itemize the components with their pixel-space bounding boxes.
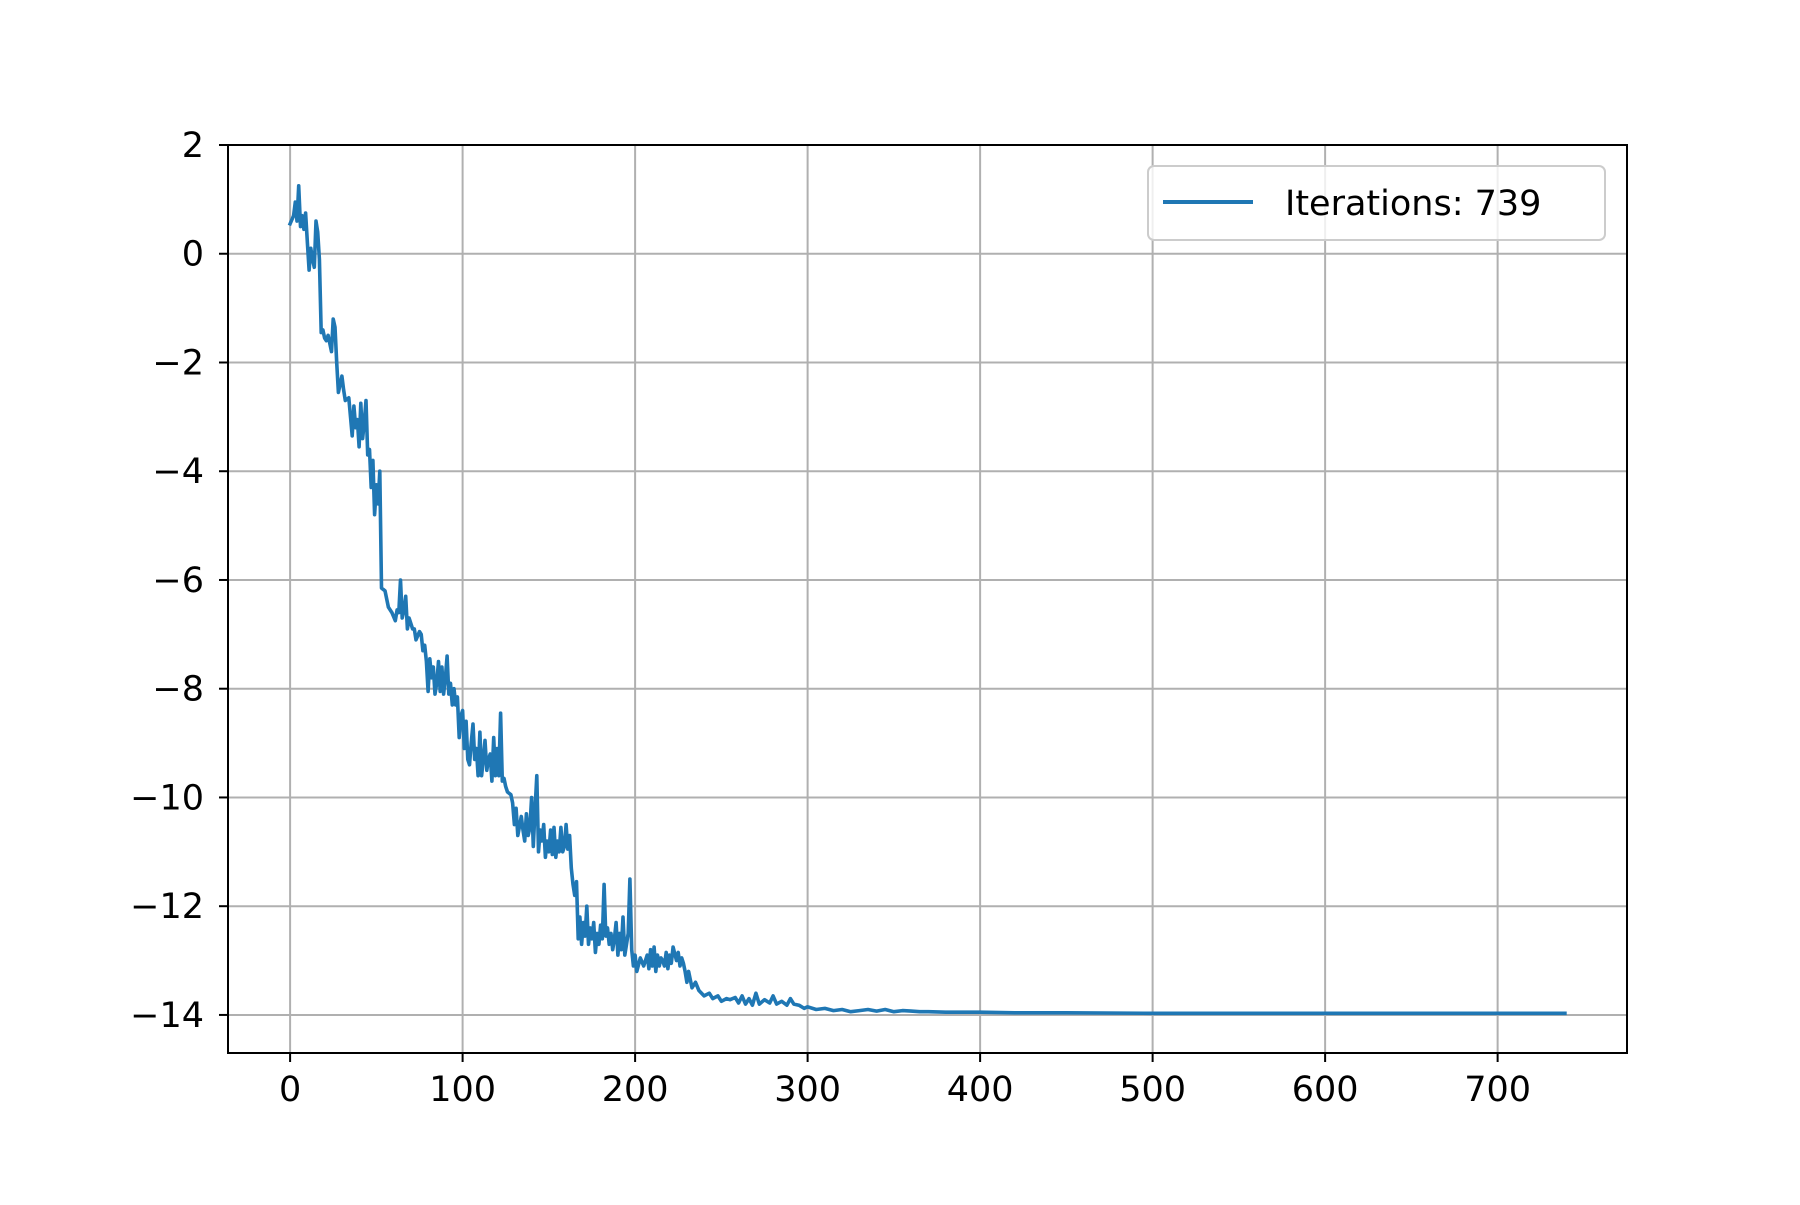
y-tick-label: −8 — [152, 670, 204, 710]
y-tick-label: −4 — [152, 452, 204, 492]
x-tick-label: 700 — [1464, 1070, 1531, 1110]
x-tick-label: 500 — [1119, 1070, 1186, 1110]
x-tick-label: 200 — [602, 1070, 669, 1110]
y-tick-label: −2 — [152, 343, 204, 383]
grid-lines — [228, 144, 1627, 1053]
y-tick-label: −6 — [152, 561, 204, 601]
x-tick-label: 400 — [947, 1070, 1014, 1110]
plot-frame — [227, 144, 1628, 1054]
y-tick-label: −14 — [130, 996, 204, 1036]
series-layer — [287, 184, 1567, 1016]
legend-box — [1147, 165, 1606, 241]
x-tick-label: 0 — [279, 1070, 301, 1110]
x-tick-label: 600 — [1292, 1070, 1359, 1110]
x-tick-label: 100 — [429, 1070, 496, 1110]
legend: Iterations: 739 — [1147, 165, 1606, 241]
legend-label: Iterations: 739 — [1285, 184, 1541, 224]
x-tick-label: 300 — [774, 1070, 841, 1110]
y-tick-label: 2 — [182, 126, 204, 166]
y-tick-label: −10 — [130, 778, 204, 818]
series-line-0 — [287, 184, 1567, 1016]
y-tick-label: 0 — [182, 235, 204, 275]
axes: 0 100 200 300 400 500 600 700 2 0 −2 −4 −6 −8 −10 −12 −1… — [130, 126, 1628, 1110]
y-tick-label: −12 — [130, 887, 204, 927]
